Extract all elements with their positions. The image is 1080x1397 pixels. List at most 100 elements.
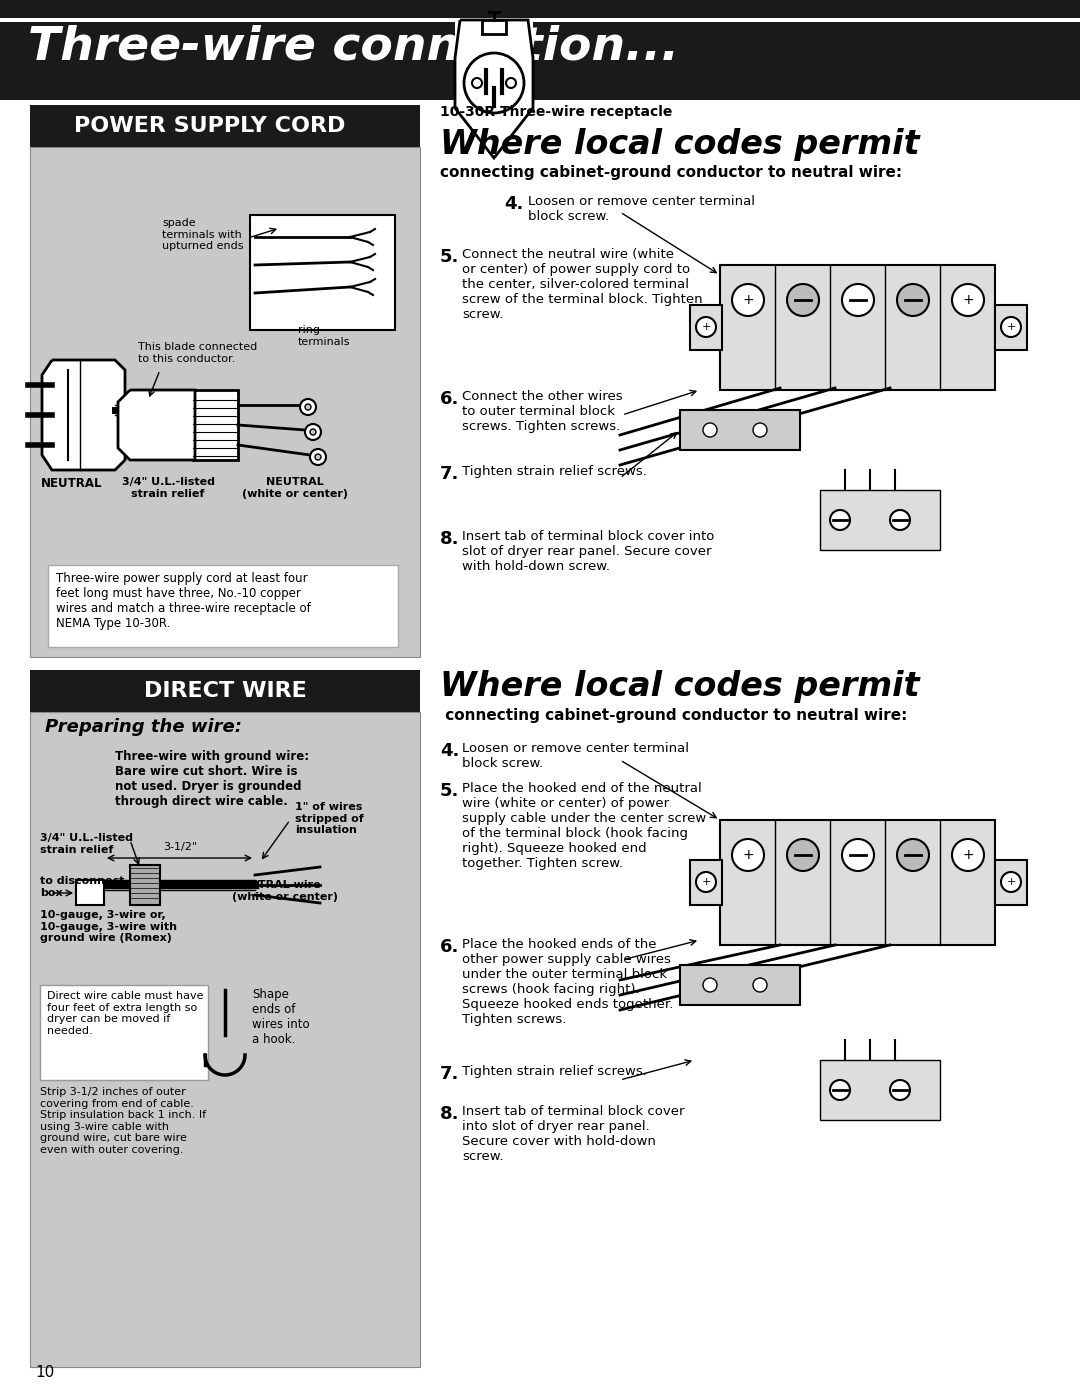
Text: +: + xyxy=(962,848,974,862)
Text: 4.: 4. xyxy=(440,742,459,760)
Circle shape xyxy=(696,317,716,337)
Circle shape xyxy=(732,840,764,870)
Circle shape xyxy=(472,78,482,88)
Bar xyxy=(48,564,399,647)
Circle shape xyxy=(305,404,311,409)
Circle shape xyxy=(890,510,910,529)
Text: Where local codes permit: Where local codes permit xyxy=(440,129,920,161)
Text: 10-gauge, 3-wire or,
10-gauge, 3-wire with
ground wire (Romex): 10-gauge, 3-wire or, 10-gauge, 3-wire wi… xyxy=(40,909,177,943)
Circle shape xyxy=(732,284,764,316)
Bar xyxy=(482,20,507,34)
Circle shape xyxy=(315,454,321,460)
Text: This blade connected
to this conductor.: This blade connected to this conductor. xyxy=(138,342,257,363)
Circle shape xyxy=(696,872,716,893)
Text: Place the hooked ends of the
other power supply cable wires
under the outer term: Place the hooked ends of the other power… xyxy=(462,937,673,1025)
Text: Place the hooked end of the neutral
wire (white or center) of power
supply cable: Place the hooked end of the neutral wire… xyxy=(462,782,706,870)
Text: NEUTRAL: NEUTRAL xyxy=(41,476,103,490)
Text: 5.: 5. xyxy=(440,249,459,265)
Text: +: + xyxy=(742,848,754,862)
Circle shape xyxy=(753,423,767,437)
Circle shape xyxy=(842,284,874,316)
Text: 3/4" U.L.-listed
strain relief: 3/4" U.L.-listed strain relief xyxy=(121,476,215,499)
Bar xyxy=(40,985,208,1080)
Text: 8.: 8. xyxy=(440,529,459,548)
Text: 10-30R Three-wire receptacle: 10-30R Three-wire receptacle xyxy=(440,105,673,119)
Circle shape xyxy=(787,284,819,316)
Text: NEUTRAL
(white or center): NEUTRAL (white or center) xyxy=(242,476,348,499)
Text: 6.: 6. xyxy=(440,390,459,408)
Text: +: + xyxy=(742,293,754,307)
Bar xyxy=(0,0,1080,18)
Text: Strip 3-1/2 inches of outer
covering from end of cable.
Strip insulation back 1 : Strip 3-1/2 inches of outer covering fro… xyxy=(40,1087,206,1155)
Bar xyxy=(76,880,104,905)
Circle shape xyxy=(310,429,316,434)
Text: 10: 10 xyxy=(35,1365,54,1380)
Circle shape xyxy=(1001,872,1021,893)
Circle shape xyxy=(464,53,524,113)
Bar xyxy=(30,712,420,1368)
Circle shape xyxy=(831,1080,850,1099)
Text: POWER SUPPLY CORD: POWER SUPPLY CORD xyxy=(75,116,346,136)
Bar xyxy=(820,490,940,550)
Circle shape xyxy=(951,284,984,316)
Bar xyxy=(720,265,995,390)
Circle shape xyxy=(703,978,717,992)
Bar xyxy=(249,215,395,330)
Text: Shape
ends of
wires into
a hook.: Shape ends of wires into a hook. xyxy=(252,988,310,1046)
Bar xyxy=(455,18,534,158)
Circle shape xyxy=(1001,317,1021,337)
Bar xyxy=(690,305,723,351)
Bar xyxy=(30,147,420,657)
Text: 8.: 8. xyxy=(440,1105,459,1123)
Circle shape xyxy=(753,978,767,992)
Circle shape xyxy=(831,510,850,529)
Text: Insert tab of terminal block cover into
slot of dryer rear panel. Secure cover
w: Insert tab of terminal block cover into … xyxy=(462,529,714,573)
Text: 7.: 7. xyxy=(440,465,459,483)
Circle shape xyxy=(305,425,321,440)
Bar xyxy=(0,22,1080,101)
Text: connecting cabinet-ground conductor to neutral wire:: connecting cabinet-ground conductor to n… xyxy=(440,708,907,724)
Bar xyxy=(680,965,800,1004)
Text: 3-1/2": 3-1/2" xyxy=(163,842,197,852)
Bar xyxy=(820,1060,940,1120)
Text: Three-wire connection...: Three-wire connection... xyxy=(28,25,679,70)
Circle shape xyxy=(842,840,874,870)
Text: Tighten strain relief screws.: Tighten strain relief screws. xyxy=(462,465,647,478)
Bar xyxy=(193,390,238,460)
Text: +: + xyxy=(962,293,974,307)
Bar xyxy=(680,409,800,450)
Text: +: + xyxy=(701,321,711,332)
Bar xyxy=(995,305,1027,351)
Text: connecting cabinet-ground conductor to neutral wire:: connecting cabinet-ground conductor to n… xyxy=(440,165,902,180)
Text: ring
terminals: ring terminals xyxy=(298,326,351,346)
Text: Tighten strain relief screws.: Tighten strain relief screws. xyxy=(462,1065,647,1078)
Text: NEUTRAL wire
(white or center): NEUTRAL wire (white or center) xyxy=(232,880,338,901)
Text: 5.: 5. xyxy=(440,782,459,800)
Circle shape xyxy=(897,840,929,870)
Text: 4.: 4. xyxy=(504,196,524,212)
Text: spade
terminals with
upturned ends: spade terminals with upturned ends xyxy=(162,218,243,251)
PathPatch shape xyxy=(455,20,534,158)
Bar xyxy=(30,671,420,712)
Bar xyxy=(995,861,1027,905)
Text: 7.: 7. xyxy=(440,1065,459,1083)
Text: Connect the neutral wire (white
or center) of power supply cord to
the center, s: Connect the neutral wire (white or cente… xyxy=(462,249,703,321)
Text: 6.: 6. xyxy=(440,937,459,956)
Circle shape xyxy=(890,1080,910,1099)
PathPatch shape xyxy=(42,360,125,469)
Text: 3/4" U.L.-listed
strain relief: 3/4" U.L.-listed strain relief xyxy=(40,833,133,855)
Circle shape xyxy=(951,840,984,870)
Circle shape xyxy=(897,284,929,316)
Text: Three-wire with ground wire:
Bare wire cut short. Wire is
not used. Dryer is gro: Three-wire with ground wire: Bare wire c… xyxy=(114,750,309,807)
Text: Loosen or remove center terminal
block screw.: Loosen or remove center terminal block s… xyxy=(462,742,689,770)
Circle shape xyxy=(703,423,717,437)
Text: Direct wire cable must have
four feet of extra length so
dryer can be moved if
n: Direct wire cable must have four feet of… xyxy=(48,990,203,1035)
Text: Insert tab of terminal block cover
into slot of dryer rear panel.
Secure cover w: Insert tab of terminal block cover into … xyxy=(462,1105,685,1162)
Circle shape xyxy=(787,840,819,870)
Text: +: + xyxy=(701,877,711,887)
Bar xyxy=(30,105,420,147)
Text: 1" of wires
stripped of
insulation: 1" of wires stripped of insulation xyxy=(295,802,364,835)
Text: Preparing the wire:: Preparing the wire: xyxy=(45,718,242,736)
Text: to disconnect
box: to disconnect box xyxy=(40,876,124,898)
PathPatch shape xyxy=(118,390,195,460)
